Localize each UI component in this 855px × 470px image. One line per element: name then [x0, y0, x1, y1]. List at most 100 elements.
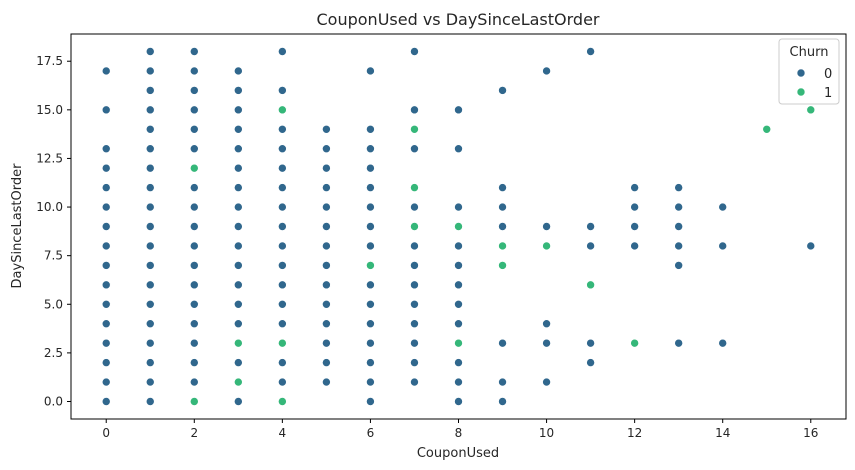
data-point-churn-0	[278, 163, 287, 173]
data-point-churn-0	[145, 261, 155, 270]
y-axis-label: DaySinceLastOrder	[10, 163, 25, 289]
legend-label-0: 0	[824, 67, 832, 82]
data-point-churn-0	[234, 66, 243, 76]
data-point-churn-0	[674, 241, 683, 251]
data-point-churn-0	[190, 144, 199, 154]
data-point-churn-0	[498, 222, 507, 231]
data-point-churn-1	[498, 261, 507, 270]
data-point-churn-0	[101, 183, 111, 192]
data-point-churn-0	[454, 377, 463, 387]
data-point-churn-0	[101, 338, 111, 348]
data-point-churn-0	[145, 144, 155, 154]
data-point-churn-0	[366, 183, 375, 192]
x-tick-label: 6	[367, 426, 375, 440]
data-point-churn-0	[366, 280, 375, 290]
data-point-churn-0	[322, 144, 331, 154]
data-point-churn-0	[542, 377, 551, 387]
plot-area	[101, 47, 816, 406]
data-point-churn-0	[322, 222, 331, 231]
y-tick-label: 15.0	[36, 103, 63, 117]
data-point-churn-0	[586, 338, 595, 348]
data-point-churn-0	[278, 319, 287, 329]
data-point-churn-0	[586, 358, 595, 367]
data-point-churn-0	[145, 86, 155, 95]
data-point-churn-0	[101, 222, 111, 231]
data-point-churn-0	[234, 319, 243, 329]
data-point-churn-0	[630, 241, 639, 251]
data-point-churn-0	[454, 261, 463, 270]
data-point-churn-0	[454, 105, 463, 115]
legend-title: Churn	[790, 45, 829, 60]
data-point-churn-0	[101, 66, 111, 76]
data-point-churn-1	[454, 338, 463, 348]
data-point-churn-0	[234, 163, 243, 173]
data-point-churn-0	[366, 377, 375, 387]
data-point-churn-0	[190, 86, 199, 95]
data-point-churn-0	[190, 299, 199, 309]
data-point-churn-0	[101, 299, 111, 309]
data-point-churn-0	[190, 358, 199, 367]
data-point-churn-0	[674, 338, 683, 348]
y-axis: 0.0 2.5 5.0 7.5 10.0 12.5 15.0 17.5	[36, 54, 71, 409]
data-point-churn-0	[410, 144, 419, 154]
data-point-churn-0	[410, 202, 419, 212]
y-tick-label: 5.0	[44, 297, 63, 311]
data-point-churn-0	[278, 183, 287, 192]
data-point-churn-0	[322, 124, 331, 134]
data-point-churn-0	[101, 358, 111, 367]
data-point-churn-0	[366, 299, 375, 309]
data-point-churn-0	[234, 183, 243, 192]
data-point-churn-0	[454, 202, 463, 212]
chart-title: CouponUsed vs DaySinceLastOrder	[317, 10, 600, 29]
x-axis-label: CouponUsed	[417, 446, 499, 461]
data-point-churn-0	[145, 183, 155, 192]
legend-box	[778, 38, 840, 105]
legend: Churn 0 1	[778, 38, 840, 105]
data-point-churn-0	[145, 358, 155, 367]
data-point-churn-0	[454, 144, 463, 154]
data-point-churn-0	[322, 202, 331, 212]
x-tick-label: 16	[803, 426, 818, 440]
data-point-churn-0	[101, 241, 111, 251]
y-tick-label: 2.5	[44, 346, 63, 360]
data-point-churn-0	[322, 163, 331, 173]
data-point-churn-0	[718, 202, 728, 212]
data-point-churn-0	[366, 144, 375, 154]
data-point-churn-0	[410, 358, 419, 367]
data-point-churn-0	[145, 397, 155, 406]
data-point-churn-0	[278, 222, 287, 231]
data-point-churn-0	[322, 338, 331, 348]
data-point-churn-0	[234, 105, 243, 115]
data-point-churn-0	[454, 319, 463, 329]
data-point-churn-0	[718, 338, 728, 348]
data-point-churn-0	[145, 319, 155, 329]
data-point-churn-0	[542, 338, 551, 348]
data-point-churn-0	[410, 47, 419, 56]
legend-marker-1	[796, 87, 806, 97]
data-point-churn-1	[498, 241, 507, 251]
data-point-churn-0	[234, 358, 243, 367]
data-point-churn-0	[234, 261, 243, 270]
data-point-churn-0	[674, 183, 683, 192]
data-point-churn-0	[190, 377, 199, 387]
y-tick-label: 12.5	[36, 151, 63, 165]
x-tick-label: 14	[715, 426, 730, 440]
data-point-churn-0	[234, 144, 243, 154]
data-point-churn-0	[101, 163, 111, 173]
data-point-churn-0	[630, 202, 639, 212]
data-point-churn-0	[366, 397, 375, 406]
data-point-churn-0	[586, 47, 595, 56]
data-point-churn-0	[278, 241, 287, 251]
data-point-churn-0	[410, 280, 419, 290]
x-tick-label: 0	[102, 426, 110, 440]
x-tick-label: 2	[190, 426, 198, 440]
data-point-churn-0	[101, 397, 111, 406]
data-point-churn-0	[630, 222, 639, 231]
data-point-churn-0	[145, 338, 155, 348]
data-point-churn-0	[278, 144, 287, 154]
data-point-churn-1	[630, 338, 639, 348]
data-point-churn-0	[101, 202, 111, 212]
data-point-churn-0	[366, 202, 375, 212]
data-point-churn-0	[190, 124, 199, 134]
